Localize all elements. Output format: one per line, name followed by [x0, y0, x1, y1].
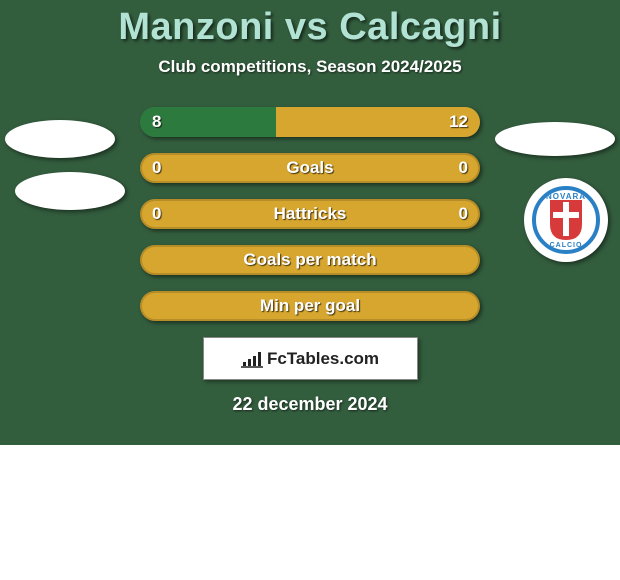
brand-box: FcTables.com [203, 337, 418, 380]
badge-bottom-text: CALCIO [536, 242, 596, 249]
team-logo-left-2 [15, 172, 125, 210]
stat-label: Hattricks [274, 204, 347, 224]
stat-label: Goals [286, 158, 333, 178]
comparison-card: Manzoni vs Calcagni Club competitions, S… [0, 0, 620, 445]
club-badge-inner: NOVARA CALCIO [532, 186, 600, 254]
date-text: 22 december 2024 [0, 394, 620, 415]
stat-bar: 0 0 Hattricks [140, 199, 480, 229]
stat-bar: Min per goal [140, 291, 480, 321]
page-title: Manzoni vs Calcagni [0, 0, 620, 49]
bar-chart-icon [241, 350, 263, 368]
stat-label: Min per goal [260, 296, 360, 316]
stat-right-value: 12 [449, 112, 468, 132]
page-subtitle: Club competitions, Season 2024/2025 [0, 57, 620, 77]
stat-label: Goals per match [243, 250, 376, 270]
brand-text: FcTables.com [267, 349, 379, 369]
stat-left-value: 8 [152, 112, 161, 132]
stat-right-value: 0 [459, 204, 468, 224]
stat-left-value: 0 [152, 158, 161, 178]
stat-bar: 812Matches [140, 107, 480, 137]
shield-icon [548, 198, 584, 242]
stat-left-value: 0 [152, 204, 161, 224]
team-logo-right-1 [495, 122, 615, 156]
stat-right-value: 0 [459, 158, 468, 178]
stat-bar: Goals per match [140, 245, 480, 275]
club-badge: NOVARA CALCIO [524, 178, 608, 262]
brand-label: FcTables.com [241, 349, 379, 369]
team-logo-left-1 [5, 120, 115, 158]
stat-bar: 0 0 Goals [140, 153, 480, 183]
